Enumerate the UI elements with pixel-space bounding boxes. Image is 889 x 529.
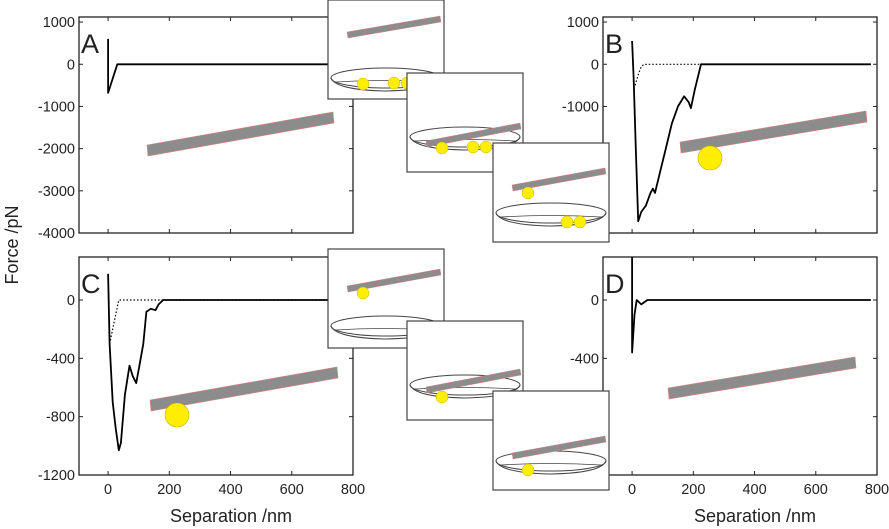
x-tick-label: 800 (865, 482, 889, 498)
cantilever-illustration (667, 356, 857, 400)
schematic-inset-6 (492, 390, 610, 491)
panel-letter: C (81, 269, 101, 299)
bead-illustration (435, 141, 449, 155)
schematic-inset-3 (492, 142, 610, 243)
y-tick-label: -1200 (38, 468, 75, 484)
y-tick-label: -1000 (38, 99, 75, 115)
panel-letter: B (605, 29, 623, 59)
y-tick-label: 1000 (567, 15, 599, 31)
bead-illustration (479, 140, 493, 154)
panel-letter: D (605, 269, 625, 299)
y-axis-label: Force /pN (2, 205, 22, 284)
y-tick-label: -800 (46, 410, 75, 426)
panel-d: 0-400-800-12000200400600800D (562, 256, 889, 498)
x-axis-label-left: Separation /nm (170, 506, 292, 526)
bead-illustration (521, 186, 535, 200)
dish-base (495, 460, 607, 475)
bead-illustration (697, 145, 723, 171)
x-tick-label: 200 (681, 482, 705, 498)
x-tick-label: 200 (157, 482, 181, 498)
dish-surface (500, 215, 602, 218)
y-tick-label: 0 (591, 57, 599, 73)
bead-illustration (356, 286, 370, 300)
x-axis-label-right: Separation /nm (694, 506, 816, 526)
y-tick-label: -3000 (38, 184, 75, 200)
panel-a: 1000 0 -1000 -2000 -3000 -4000 A (38, 15, 354, 242)
retract-curve (107, 38, 338, 94)
cantilever-illustration (679, 110, 868, 154)
x-tick-label: 600 (804, 482, 828, 498)
x-tick-label: 0 (104, 482, 112, 498)
bead-illustration (521, 463, 535, 477)
cantilever-illustration (425, 122, 522, 148)
cantilever-illustration (346, 15, 442, 39)
y-tick-label: -400 (46, 351, 75, 367)
cantilever-illustration (346, 268, 442, 293)
dish-surface (500, 463, 602, 466)
inset-frame (492, 142, 610, 243)
x-tick-label: 0 (628, 482, 636, 498)
bead-illustration (164, 402, 190, 428)
x-tick-label: 800 (341, 482, 365, 498)
bead-illustration (573, 215, 587, 229)
x-tick-label: 400 (742, 482, 766, 498)
bead-illustration (560, 215, 574, 229)
cantilever-illustration (146, 111, 335, 157)
y-tick-label: 0 (67, 57, 75, 73)
y-tick-label: -2000 (38, 142, 75, 158)
cantilever-illustration (511, 435, 607, 460)
dish-base (495, 212, 607, 227)
cantilever-illustration (425, 368, 522, 394)
y-tick-label: 1000 (43, 15, 75, 31)
panel-c: 0 -400 -800 -1200 0 200 400 600 800 C (38, 256, 365, 498)
x-tick-label: 600 (280, 482, 304, 498)
y-tick-label: 0 (591, 293, 599, 309)
y-tick-label: -1000 (562, 99, 599, 115)
plot-frame (78, 256, 354, 476)
cantilever-illustration (511, 167, 607, 192)
y-tick-label: -400 (570, 351, 599, 367)
x-tick-label: 400 (218, 482, 242, 498)
retract-curve (107, 273, 338, 452)
schematic-inset-4 (327, 248, 445, 349)
panel-letter: A (81, 29, 99, 59)
y-tick-label: 0 (67, 293, 75, 309)
y-tick-label: -4000 (38, 226, 75, 242)
approach-curve (634, 63, 871, 86)
dish-surface (414, 387, 516, 390)
bead-illustration (466, 140, 480, 154)
retract-curve (631, 40, 871, 223)
cantilever-illustration (149, 366, 339, 412)
bead-illustration (435, 390, 449, 404)
bead-illustration (356, 77, 370, 91)
bead-illustration (387, 76, 401, 90)
retract-curve (631, 257, 871, 354)
